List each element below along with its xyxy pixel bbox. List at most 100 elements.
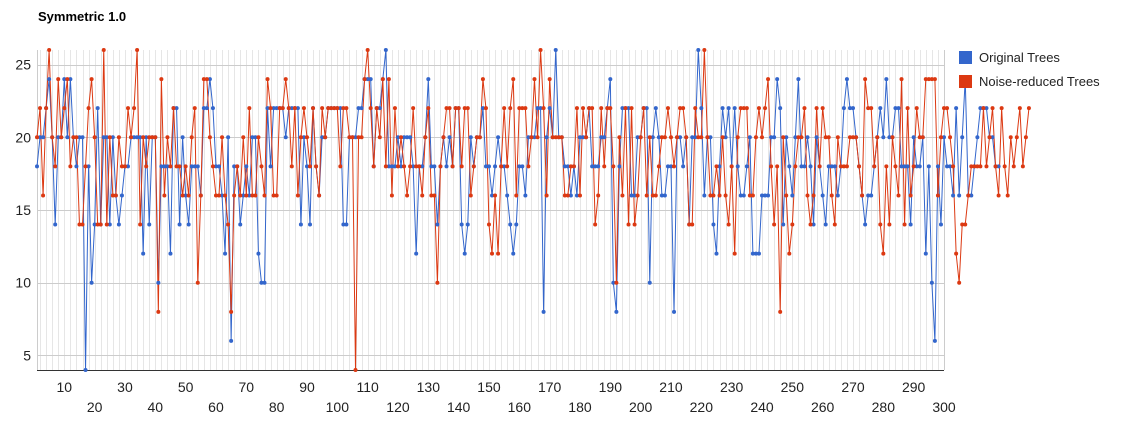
- data-point: [629, 193, 634, 198]
- data-point: [693, 135, 698, 140]
- data-point: [945, 164, 950, 169]
- data-point: [553, 135, 558, 140]
- data-point: [386, 164, 391, 169]
- data-point: [86, 106, 91, 111]
- data-point: [881, 135, 886, 140]
- data-point: [147, 135, 152, 140]
- data-point: [1002, 164, 1007, 169]
- data-point: [119, 193, 124, 198]
- data-point: [56, 77, 61, 82]
- data-point: [775, 77, 780, 82]
- data-point: [799, 164, 804, 169]
- data-point: [213, 193, 218, 198]
- data-point: [174, 106, 179, 111]
- data-point: [914, 106, 919, 111]
- x-tick-label: 90: [299, 379, 315, 395]
- data-point: [95, 222, 100, 227]
- data-point: [465, 106, 470, 111]
- data-point: [665, 106, 670, 111]
- data-point: [972, 164, 977, 169]
- data-point: [283, 135, 288, 140]
- tick-labels: 5 10 15 20 25 10 30 50 70 90 110 130 150 170 190 210 230…: [15, 57, 955, 415]
- data-point: [459, 222, 464, 227]
- data-point: [996, 193, 1001, 198]
- data-point: [265, 106, 270, 111]
- data-point: [514, 222, 519, 227]
- data-point: [532, 135, 537, 140]
- data-point: [929, 77, 934, 82]
- data-point: [778, 106, 783, 111]
- data-point: [999, 106, 1004, 111]
- data-point: [399, 135, 404, 140]
- data-point: [253, 135, 258, 140]
- data-point: [672, 164, 677, 169]
- data-point: [162, 193, 167, 198]
- data-point: [496, 251, 501, 256]
- data-point: [432, 193, 437, 198]
- data-point: [905, 106, 910, 111]
- data-point: [201, 77, 206, 82]
- data-point: [138, 135, 143, 140]
- data-point: [526, 164, 531, 169]
- data-point: [295, 193, 300, 198]
- data-point: [908, 193, 913, 198]
- x-tick-label: 270: [841, 379, 865, 395]
- data-point: [690, 135, 695, 140]
- data-point: [68, 77, 73, 82]
- legend-item-noise-reduced-trees[interactable]: Noise-reduced Trees: [959, 73, 1100, 89]
- legend-label-noise-reduced: Noise-reduced Trees: [979, 73, 1100, 89]
- data-point: [632, 222, 637, 227]
- data-point: [389, 164, 394, 169]
- data-point: [696, 135, 701, 140]
- data-point: [790, 222, 795, 227]
- data-point: [514, 193, 519, 198]
- data-point: [647, 280, 652, 285]
- data-point: [80, 222, 85, 227]
- x-tick-label: 40: [148, 399, 164, 415]
- data-point: [508, 222, 513, 227]
- data-point: [462, 106, 467, 111]
- data-point: [814, 106, 819, 111]
- data-point: [389, 193, 394, 198]
- data-point: [335, 106, 340, 111]
- data-point: [938, 222, 943, 227]
- data-point: [735, 164, 740, 169]
- data-point: [662, 135, 667, 140]
- data-point: [593, 222, 598, 227]
- data-point: [323, 135, 328, 140]
- data-point: [92, 222, 97, 227]
- data-point: [326, 106, 331, 111]
- data-point: [356, 135, 361, 140]
- data-point: [720, 135, 725, 140]
- legend[interactable]: Original Trees Noise-reduced Trees: [959, 49, 1100, 97]
- data-point: [277, 106, 282, 111]
- data-point: [866, 193, 871, 198]
- data-point: [966, 193, 971, 198]
- data-point: [753, 135, 758, 140]
- data-point: [420, 164, 425, 169]
- data-point: [429, 164, 434, 169]
- data-point: [50, 135, 55, 140]
- data-point: [899, 164, 904, 169]
- legend-item-original-trees[interactable]: Original Trees: [959, 49, 1100, 65]
- data-point: [204, 77, 209, 82]
- data-point: [517, 164, 522, 169]
- data-point: [353, 368, 358, 372]
- data-point: [113, 193, 118, 198]
- data-point: [884, 77, 889, 82]
- data-point: [486, 222, 491, 227]
- data-point: [38, 106, 43, 111]
- data-point: [144, 135, 149, 140]
- data-point: [951, 193, 956, 198]
- data-point: [750, 251, 755, 256]
- x-tick-label: 70: [239, 379, 255, 395]
- data-point: [414, 251, 419, 256]
- data-point: [359, 135, 364, 140]
- data-point: [577, 135, 582, 140]
- data-point: [411, 106, 416, 111]
- data-point: [110, 193, 115, 198]
- data-point: [672, 309, 677, 314]
- data-point: [929, 280, 934, 285]
- data-point: [535, 106, 540, 111]
- data-point: [377, 135, 382, 140]
